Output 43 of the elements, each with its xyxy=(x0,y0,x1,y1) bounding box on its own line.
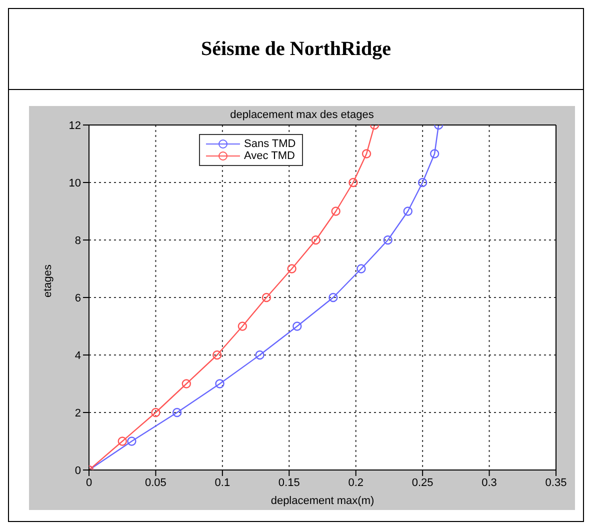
x-tick-label: 0.35 xyxy=(545,476,567,489)
chart-subtitle: deplacement max des etages xyxy=(229,109,375,121)
point xyxy=(215,379,224,388)
point xyxy=(331,206,340,216)
y-tick-label: 10 xyxy=(68,177,81,190)
y-axis-title: etages xyxy=(42,264,54,298)
point xyxy=(118,436,127,446)
point xyxy=(182,379,192,388)
legend-label: Sans TMD xyxy=(244,138,296,150)
x-tick-label: 0.25 xyxy=(412,476,434,489)
point xyxy=(172,408,182,418)
point xyxy=(356,264,366,274)
point xyxy=(418,178,428,188)
chart-title: Séisme de NorthRidge xyxy=(9,9,583,90)
point xyxy=(292,322,302,331)
point xyxy=(403,206,412,216)
point xyxy=(255,350,264,360)
y-tick-label: 8 xyxy=(74,234,81,247)
point xyxy=(212,350,222,360)
point xyxy=(127,436,136,446)
y-tick-label: 2 xyxy=(74,407,81,420)
y-tick-label: 0 xyxy=(74,464,81,477)
legend-label: Avec TMD xyxy=(244,150,295,162)
x-tick-label: 0.05 xyxy=(145,476,166,489)
x-tick-label: 0.15 xyxy=(278,476,300,489)
y-tick-label: 6 xyxy=(74,292,81,304)
x-axis-title: deplacement max(m) xyxy=(270,495,374,507)
point xyxy=(262,292,272,302)
x-tick-label: 0.3 xyxy=(482,476,497,489)
point xyxy=(362,149,372,158)
point xyxy=(151,408,160,418)
x-tick-label: 0.1 xyxy=(214,476,230,489)
point xyxy=(383,235,392,245)
y-tick-label: 12 xyxy=(68,120,81,132)
x-tick-label: 0.2 xyxy=(348,476,364,489)
point xyxy=(238,322,248,331)
point xyxy=(430,149,440,158)
point xyxy=(311,235,320,245)
point xyxy=(328,292,338,302)
y-tick-label: 4 xyxy=(74,350,81,362)
x-tick-label: 0 xyxy=(86,476,92,489)
point xyxy=(287,264,296,274)
point xyxy=(348,178,358,188)
